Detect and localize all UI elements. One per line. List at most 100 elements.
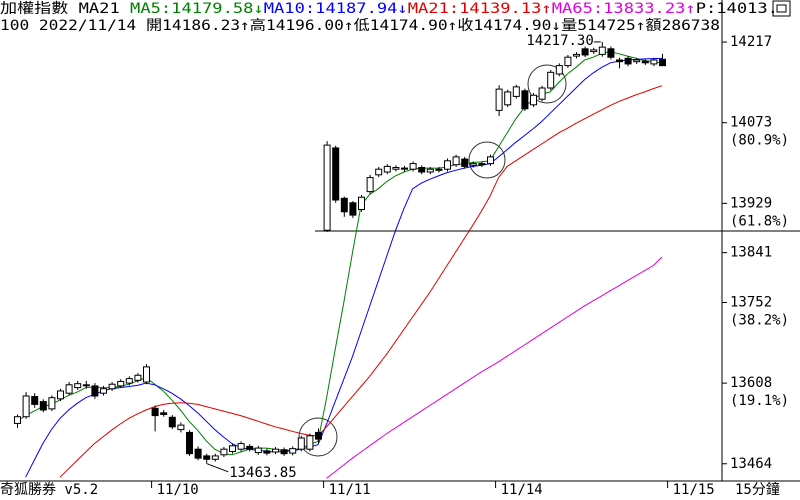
candle-body: [530, 94, 537, 106]
candle-body: [581, 48, 589, 56]
candle-body: [306, 435, 314, 450]
header-item: P:14013.: [696, 1, 778, 17]
candle-body: [254, 447, 262, 454]
candle-body: [383, 165, 391, 173]
x-tick-label: 11/11: [329, 482, 371, 498]
candle-body: [641, 60, 649, 64]
candle-body: [538, 87, 546, 100]
y-tick-label: 13841: [730, 245, 772, 261]
candle-body: [521, 90, 529, 110]
candle-body: [237, 443, 245, 450]
y-tick-note: (19.1%): [730, 393, 789, 409]
candle-body: [392, 167, 400, 170]
header-line2: 100 2022/11/14 開14186.23↑高14196.00↑低1417…: [0, 17, 720, 34]
candle-body: [315, 431, 322, 440]
candle-body: [125, 378, 133, 384]
candle-body: [211, 455, 219, 460]
app-name: 奇狐勝券 v5.2: [0, 481, 98, 498]
candle-body: [598, 46, 606, 55]
candle-body: [194, 448, 202, 459]
candle-body: [564, 56, 572, 67]
candle-body: [573, 53, 580, 57]
x-tick-label: 11/15: [673, 482, 715, 498]
candle-body: [263, 450, 271, 454]
ma-line: [16, 51, 663, 456]
period: 15分鐘: [735, 481, 780, 498]
candle-body: [332, 147, 340, 201]
candle-body: [272, 448, 279, 453]
candle-body: [487, 156, 494, 165]
y-tick-note: (38.2%): [730, 312, 789, 328]
candle-body: [14, 416, 21, 424]
candle-body: [143, 366, 150, 383]
candle-body: [590, 49, 598, 53]
candle-body: [495, 88, 503, 111]
candle-body: [39, 401, 47, 411]
x-tick-label: 11/14: [501, 482, 543, 498]
header-item: 加權指數 MA21: [0, 1, 130, 17]
header-line1: 加權指數 MA21 MA5:14179.58↓ MA10:14187.94↓ MA2…: [0, 1, 778, 17]
candle-body: [134, 374, 142, 381]
candle-body: [82, 384, 90, 387]
y-tick-label: 14217: [730, 34, 772, 50]
candle-body: [504, 91, 512, 106]
candle-body: [358, 196, 365, 211]
y-tick-label: 13464: [730, 456, 772, 472]
header-item: MA65:13833.23↑: [552, 1, 696, 17]
header-item: MA5:14179.58↓: [130, 1, 264, 17]
candle-body: [280, 449, 288, 455]
window-button-icon: [776, 4, 787, 13]
annotation-low: 13463.85: [229, 465, 296, 481]
candle-body: [401, 167, 408, 170]
candle-body: [31, 396, 39, 405]
candle-body: [444, 160, 451, 170]
candle-body: [452, 156, 460, 166]
candle-body: [177, 424, 185, 431]
candle-body: [607, 48, 615, 58]
candle-body: [478, 163, 486, 166]
candle-body: [220, 448, 228, 456]
candle-body: [186, 431, 193, 455]
candle-body: [616, 59, 623, 63]
candle-body: [512, 86, 520, 97]
y-tick-label: 13752: [730, 294, 772, 310]
candle-body: [229, 445, 236, 452]
candle-body: [547, 71, 555, 89]
candle-body: [323, 144, 331, 231]
candle-body: [418, 167, 426, 173]
candle-body: [349, 202, 357, 216]
candle-body: [435, 168, 443, 171]
ma-line: [25, 57, 663, 478]
annotation-leader: [207, 463, 229, 473]
candle-body: [168, 416, 176, 428]
annotation-high: 14217.30: [526, 33, 593, 49]
candle-body: [289, 448, 297, 454]
candle-body: [57, 390, 64, 400]
ma-line: [326, 256, 663, 479]
candle-body: [65, 384, 73, 394]
header-item: MA21:14139.13↑: [408, 1, 552, 17]
candle-body: [22, 395, 30, 418]
candle-body: [74, 383, 82, 389]
candle-body: [48, 397, 56, 410]
candle-body: [246, 445, 254, 450]
marker-circle: [527, 64, 567, 104]
marker-circle: [468, 141, 506, 179]
candle-body: [555, 65, 563, 75]
candle-body: [659, 58, 666, 67]
y-tick-note: (80.9%): [730, 133, 789, 149]
candle-body: [160, 412, 168, 415]
marker-circle: [298, 417, 338, 457]
candle-body: [117, 380, 125, 387]
candle-body: [340, 197, 348, 213]
candle-body: [203, 455, 211, 460]
candle-body: [151, 407, 159, 417]
y-tick-label: 13929: [730, 195, 772, 211]
x-tick-label: 11/10: [157, 482, 199, 498]
candle-body: [366, 177, 374, 193]
candle-body: [650, 59, 658, 65]
candle-body: [108, 383, 116, 390]
candle-body: [100, 388, 107, 394]
ma-line: [59, 85, 663, 478]
